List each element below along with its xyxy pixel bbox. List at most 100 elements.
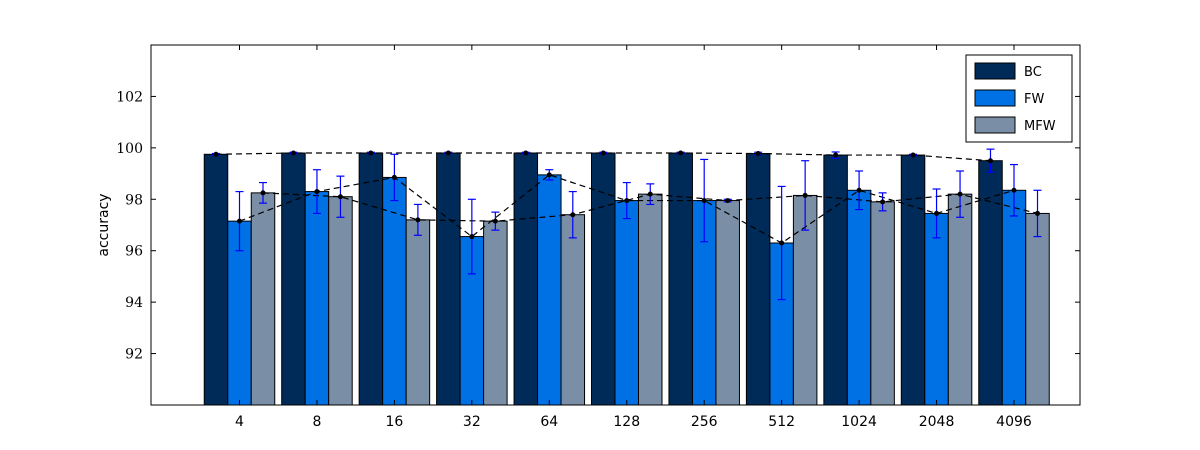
bar-mfw-8 [328,196,353,406]
error-bar-bc-16 [366,150,375,156]
legend-item-mfw: MFW [974,116,1056,134]
error-bar-fw-8 [312,169,321,215]
y-tick-label: 100 [116,141,143,157]
data-point [314,189,320,195]
data-point [779,240,785,246]
bar-mfw-16 [405,219,431,406]
bar-mfw-2048 [947,193,973,406]
legend-swatch [974,89,1016,107]
y-tick-label: 98 [125,192,143,208]
legend-label: MFW [1024,119,1056,134]
bar-bc-4 [203,153,229,406]
bar-bc-128 [591,152,616,406]
x-tick-label-512: 512 [768,414,795,430]
legend-items: BC FW MFW [974,62,1056,134]
x-tick-label-4096: 4096 [996,414,1032,430]
legend: BC FW MFW [965,54,1073,143]
y-tick-label: 96 [125,244,143,260]
data-point [391,174,397,180]
data-point [988,158,993,164]
legend-swatch [974,62,1016,80]
error-bar-bc-256 [676,150,685,156]
data-point [880,199,886,205]
bar-bc-8 [281,152,306,406]
data-point [910,152,916,158]
error-bar-mfw-2048 [956,170,965,218]
error-bar-bc-128 [599,150,608,156]
y-tick-label: 94 [125,295,143,311]
bar-bc-4096 [978,160,1003,406]
error-bar-mfw-8 [336,175,345,218]
bar-bc-32 [436,152,461,406]
y-tick-label: 102 [116,89,143,105]
error-bar-bc-1024 [831,151,840,159]
error-bar-fw-64 [545,169,554,181]
x-tick-label-256: 256 [691,414,718,430]
y-axis-label: accuracy [96,193,112,256]
data-point [725,198,731,204]
error-bar-fw-4096 [1010,163,1018,217]
error-bar-bc-32 [444,150,453,156]
data-point [415,217,421,223]
bar-bc-256 [668,152,693,406]
error-bar-mfw-4 [259,181,267,204]
data-point [570,212,576,218]
data-point [1011,187,1017,193]
legend-swatch [974,116,1016,134]
data-point [833,152,839,158]
data-point [546,172,552,178]
data-point [600,150,606,156]
data-point [701,198,707,204]
data-point [469,234,475,240]
bar-mfw-4096 [1025,212,1050,406]
error-bars [212,148,1042,301]
data-point [523,150,529,156]
error-bar-bc-512 [754,151,763,157]
data-point [290,150,296,156]
x-tick-label-32: 32 [463,414,481,430]
data-point [1035,210,1040,216]
x-tick-label-8: 8 [312,414,321,430]
legend-label: BC [1024,65,1042,80]
data-point [368,150,374,156]
bar-fw-2048 [924,212,949,406]
data-point [492,218,498,224]
data-point [755,151,761,157]
legend-label: FW [1024,92,1044,107]
data-point [624,198,630,204]
data-point [647,191,653,197]
error-bar-bc-8 [289,150,298,156]
error-bar-mfw-64 [568,190,577,239]
data-point [856,187,862,193]
bar-mfw-128 [638,193,663,406]
legend-item-fw: FW [974,89,1044,107]
bar-bc-512 [745,153,771,406]
trend-line-bc [215,152,991,162]
bar-fw-16 [382,176,407,406]
x-tick-label-16: 16 [385,414,403,430]
x-tick-label-4: 4 [235,414,244,430]
error-bar-bc-64 [521,150,530,156]
error-bar-bc-2048 [909,152,918,158]
bar-mfw-64 [560,214,586,406]
error-bar-fw-128 [622,181,631,220]
error-bar-fw-512 [777,185,786,301]
bar-bc-2048 [900,154,926,406]
x-tick-label-64: 64 [540,414,558,430]
plot-area [203,152,1050,406]
data-point [237,218,242,224]
bar-fw-1024 [846,189,872,406]
bar-mfw-4 [250,192,276,406]
bar-fw-8 [304,191,330,406]
data-point [213,151,219,157]
bar-fw-64 [537,174,562,406]
data-point [445,150,451,156]
data-point [802,192,808,198]
error-bar-bc-4 [212,151,220,157]
error-bar-fw-256 [700,158,709,243]
error-bar-fw-1024 [855,170,864,211]
bar-bc-1024 [823,154,848,406]
bar-fw-128 [614,200,639,406]
x-tick-label-2048: 2048 [919,414,955,430]
